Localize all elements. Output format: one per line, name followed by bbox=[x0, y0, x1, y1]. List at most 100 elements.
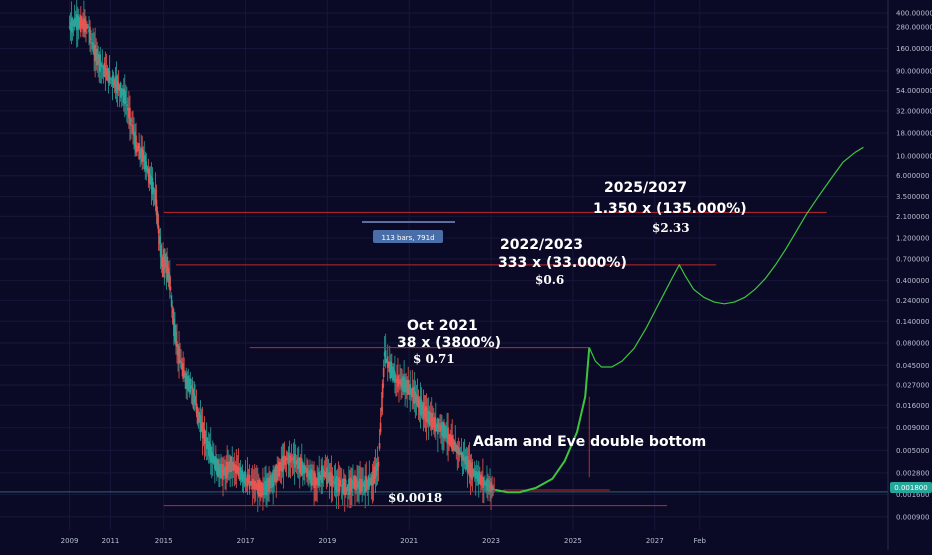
price-candle bbox=[226, 461, 228, 479]
price-candle bbox=[331, 474, 334, 487]
price-candle bbox=[102, 67, 105, 69]
price-candle bbox=[491, 485, 493, 491]
price-candle bbox=[275, 465, 278, 483]
price-history-bars bbox=[68, 0, 495, 513]
y-tick-label: 160.000000 bbox=[896, 45, 932, 53]
price-candle bbox=[170, 295, 172, 297]
price-candle bbox=[431, 417, 434, 428]
price-candle bbox=[410, 390, 413, 392]
price-candle bbox=[440, 425, 442, 431]
price-candle bbox=[205, 437, 208, 450]
price-candle bbox=[444, 425, 446, 437]
price-candle bbox=[91, 42, 93, 44]
x-tick-label: Feb bbox=[694, 537, 707, 545]
price-candle bbox=[360, 481, 362, 490]
price-candle bbox=[72, 20, 75, 27]
price-candle bbox=[81, 23, 83, 25]
price-candle bbox=[141, 147, 144, 162]
price-candle bbox=[218, 465, 220, 475]
price-candle bbox=[68, 26, 71, 28]
price-candle bbox=[363, 482, 366, 487]
price-candle bbox=[238, 471, 241, 474]
price-candle bbox=[259, 483, 261, 494]
price-candle bbox=[208, 444, 211, 459]
price-candle bbox=[232, 461, 235, 471]
price-candle bbox=[228, 461, 230, 473]
y-tick-label: 2.100000 bbox=[896, 213, 929, 221]
price-candle bbox=[370, 477, 373, 485]
price-candle bbox=[321, 465, 324, 483]
price-candle bbox=[480, 474, 482, 486]
price-candle bbox=[97, 54, 100, 65]
price-candle bbox=[449, 434, 451, 446]
price-candle bbox=[439, 423, 441, 433]
price-candle bbox=[274, 469, 276, 483]
price-candle bbox=[80, 15, 82, 33]
price-candle bbox=[280, 461, 283, 471]
price-candle bbox=[281, 457, 284, 472]
price-candle bbox=[289, 455, 292, 463]
price-candle bbox=[180, 361, 182, 368]
price-candle bbox=[246, 474, 249, 487]
price-candle bbox=[392, 366, 394, 381]
price-candle bbox=[270, 474, 272, 489]
price-candle bbox=[306, 467, 308, 478]
price-candle bbox=[436, 423, 438, 428]
price-candle bbox=[122, 88, 125, 103]
price-candle bbox=[239, 467, 242, 480]
x-tick-label: 2011 bbox=[102, 537, 120, 545]
price-candle bbox=[260, 481, 262, 497]
price-candle bbox=[322, 468, 325, 478]
price-candle bbox=[296, 457, 299, 470]
current-price-text: 0.001800 bbox=[894, 484, 927, 492]
price-candle bbox=[286, 457, 289, 461]
price-candle bbox=[89, 26, 91, 43]
price-candle bbox=[437, 418, 439, 435]
price-candle bbox=[288, 455, 291, 463]
price-candle bbox=[443, 422, 445, 439]
price-candle bbox=[140, 148, 142, 159]
price-candle bbox=[262, 483, 264, 496]
price-candle bbox=[174, 324, 176, 342]
price-candle bbox=[483, 480, 485, 486]
price-candle bbox=[78, 20, 81, 27]
price-candle bbox=[364, 475, 367, 493]
price-candle bbox=[352, 481, 354, 485]
price-candle bbox=[406, 380, 408, 393]
price-candle bbox=[380, 407, 383, 412]
price-candle bbox=[198, 414, 200, 423]
price-candle bbox=[134, 131, 136, 148]
x-tick-label: 2015 bbox=[155, 537, 173, 545]
price-candle bbox=[255, 482, 258, 491]
price-candle bbox=[430, 412, 433, 430]
price-candle bbox=[317, 477, 319, 484]
price-candle bbox=[456, 445, 459, 454]
price-candle bbox=[393, 369, 395, 381]
price-candle bbox=[420, 399, 423, 416]
annotation-2022-sub: 333 x (33.000%) bbox=[498, 255, 627, 271]
price-candle bbox=[318, 472, 320, 487]
price-candle bbox=[120, 88, 123, 96]
price-candle bbox=[479, 478, 481, 480]
price-candle bbox=[292, 456, 295, 464]
price-candle bbox=[191, 387, 194, 389]
price-candle bbox=[375, 463, 378, 476]
price-candle bbox=[383, 351, 386, 357]
price-candle bbox=[414, 391, 417, 402]
y-tick-label: 18.000000 bbox=[896, 130, 932, 138]
price-candle bbox=[457, 446, 460, 454]
price-candle bbox=[257, 480, 259, 495]
price-candle bbox=[373, 466, 376, 484]
price-candle bbox=[340, 485, 343, 487]
annotation-pattern: Adam and Eve double bottom bbox=[473, 434, 706, 450]
price-candle bbox=[285, 457, 288, 461]
price-candle bbox=[217, 459, 219, 477]
price-candle bbox=[230, 456, 233, 473]
price-candle bbox=[258, 479, 260, 497]
price-candle bbox=[157, 225, 160, 234]
price-candle bbox=[181, 365, 183, 371]
price-candle bbox=[422, 402, 425, 420]
price-candle bbox=[186, 381, 189, 383]
